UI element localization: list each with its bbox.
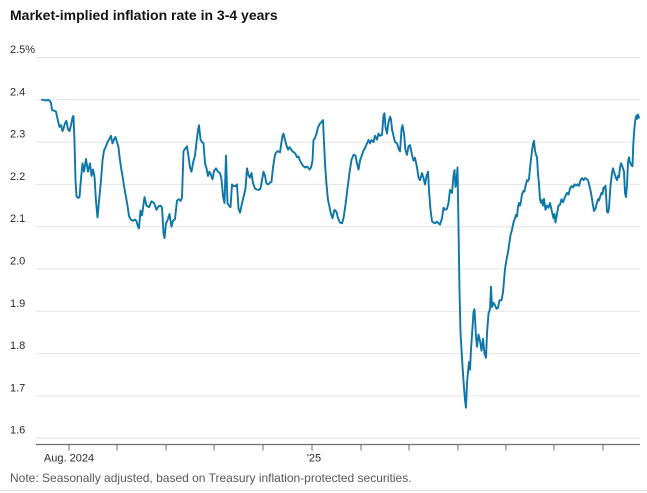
y-tick-label: 1.9 [10,298,25,310]
y-tick-label: 2.3 [10,129,25,141]
inflation-line-chart: 2.5% 2.4 2.3 2.2 2.1 2.0 1.9 1.8 1.7 1.6 Aug. 2024… [10,44,640,465]
y-tick-label: 1.7 [10,382,25,394]
y-tick-label: 2.4 [10,86,25,98]
y-tick-label: 1.6 [10,425,25,437]
y-tick-label: 2.2 [10,171,25,183]
x-axis-label: '25 [307,453,321,465]
chart-title: Market-implied inflation rate in 3-4 yea… [10,7,278,23]
y-tick-label: 1.8 [10,340,25,352]
y-tick-label: 2.1 [10,213,25,225]
inflation-rate-line [41,98,640,409]
source-note: Note: Seasonally adjusted, based on Trea… [10,471,412,485]
y-tick-label: 2.5% [10,44,35,56]
y-tick-label: 2.0 [10,256,25,268]
x-axis-label: Aug. 2024 [44,453,94,465]
bottom-divider [0,490,647,491]
